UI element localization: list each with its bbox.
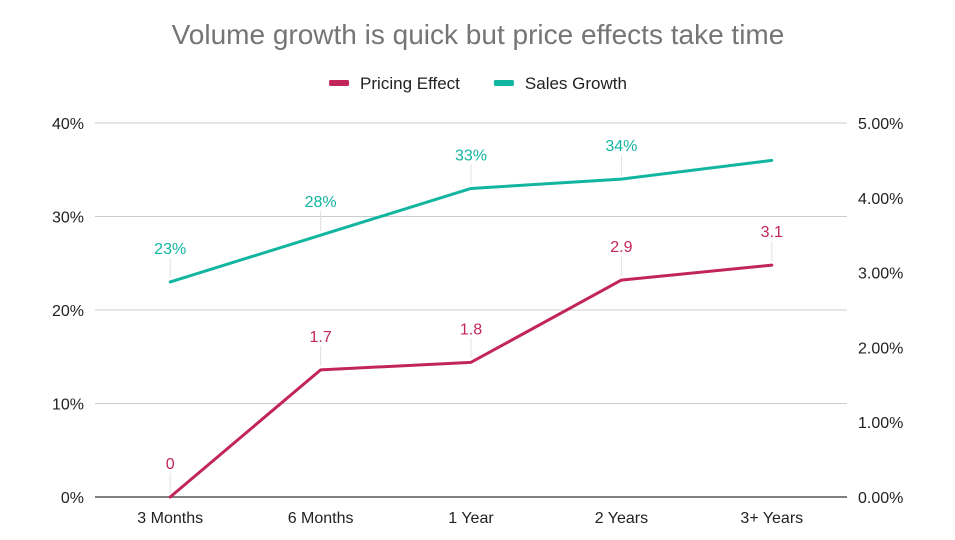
legend-item-sales-growth: Sales Growth bbox=[493, 74, 627, 93]
right-axis-tick-label: 5.00% bbox=[858, 116, 903, 133]
x-axis-tick-label: 1 Year bbox=[448, 510, 494, 527]
right-axis-tick-label: 2.00% bbox=[858, 340, 903, 357]
data-label-sales-growth: 28% bbox=[305, 194, 337, 211]
x-axis-tick-label: 3+ Years bbox=[740, 510, 803, 527]
legend-label: Sales Growth bbox=[525, 74, 627, 93]
leader-lines bbox=[169, 155, 773, 493]
data-label-pricing-effect: 3.1 bbox=[761, 224, 783, 241]
data-label-pricing-effect: 2.9 bbox=[610, 239, 632, 256]
gridlines bbox=[95, 122, 847, 498]
x-axis-tick-label: 6 Months bbox=[288, 510, 354, 527]
x-axis-tick-label: 3 Months bbox=[137, 510, 203, 527]
x-axis-tick-label: 2 Years bbox=[595, 510, 648, 527]
data-label-sales-growth: 34% bbox=[605, 138, 637, 155]
data-label-pricing-effect: 1.7 bbox=[309, 329, 331, 346]
legend-swatch bbox=[329, 80, 350, 86]
right-axis: 0.00% 1.00% 2.00% 3.00% 4.00% 5.00% bbox=[858, 116, 903, 507]
series-line-pricing-effect bbox=[168, 263, 774, 499]
left-axis-tick-label: 40% bbox=[52, 116, 84, 133]
data-label-pricing-effect: 1.8 bbox=[460, 321, 482, 338]
data-labels: 0 1.7 1.8 2.9 3.1 23% 28% 33% 34% bbox=[154, 138, 783, 473]
legend: Pricing Effect Sales Growth bbox=[329, 74, 627, 93]
legend-label: Pricing Effect bbox=[360, 74, 460, 93]
left-axis-tick-label: 20% bbox=[52, 303, 84, 320]
right-axis-tick-label: 1.00% bbox=[858, 415, 903, 432]
chart-title: Volume growth is quick but price effects… bbox=[172, 19, 785, 50]
data-label-pricing-effect: 0 bbox=[166, 456, 175, 473]
legend-swatch bbox=[493, 80, 514, 86]
left-axis-tick-label: 10% bbox=[52, 397, 84, 414]
data-label-sales-growth: 33% bbox=[455, 147, 487, 164]
right-axis-tick-label: 0.00% bbox=[858, 490, 903, 507]
legend-item-pricing-effect: Pricing Effect bbox=[329, 74, 460, 93]
right-axis-tick-label: 4.00% bbox=[858, 191, 903, 208]
left-axis-tick-label: 30% bbox=[52, 210, 84, 227]
x-axis: 3 Months 6 Months 1 Year 2 Years 3+ Years bbox=[137, 510, 803, 527]
right-axis-tick-label: 3.00% bbox=[858, 266, 903, 283]
series-lines bbox=[168, 158, 774, 499]
data-label-sales-growth: 23% bbox=[154, 241, 186, 258]
left-axis: 0% 10% 20% 30% 40% bbox=[52, 116, 84, 507]
left-axis-tick-label: 0% bbox=[61, 490, 84, 507]
